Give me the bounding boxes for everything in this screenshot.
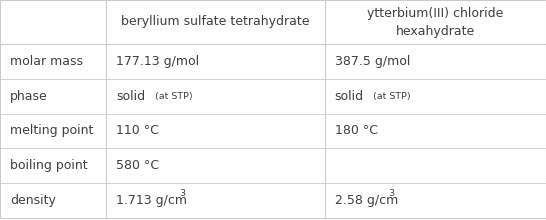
Text: beryllium sulfate tetrahydrate: beryllium sulfate tetrahydrate [121, 15, 310, 29]
Text: solid: solid [116, 90, 145, 103]
Text: 1.713 g/cm: 1.713 g/cm [116, 194, 187, 207]
Text: 180 °C: 180 °C [335, 124, 378, 138]
Text: ytterbium(III) chloride
hexahydrate: ytterbium(III) chloride hexahydrate [367, 7, 503, 37]
Text: density: density [10, 194, 56, 207]
Text: melting point: melting point [10, 124, 93, 138]
Text: (at STP): (at STP) [155, 92, 192, 101]
Text: 387.5 g/mol: 387.5 g/mol [335, 55, 410, 68]
Text: molar mass: molar mass [10, 55, 83, 68]
Text: 3: 3 [388, 189, 394, 198]
Text: 177.13 g/mol: 177.13 g/mol [116, 55, 199, 68]
Text: 2.58 g/cm: 2.58 g/cm [335, 194, 398, 207]
Text: 110 °C: 110 °C [116, 124, 159, 138]
Text: solid: solid [335, 90, 364, 103]
Text: boiling point: boiling point [10, 159, 87, 172]
Text: phase: phase [10, 90, 48, 103]
Text: 3: 3 [179, 189, 185, 198]
Text: (at STP): (at STP) [373, 92, 411, 101]
Text: 580 °C: 580 °C [116, 159, 159, 172]
